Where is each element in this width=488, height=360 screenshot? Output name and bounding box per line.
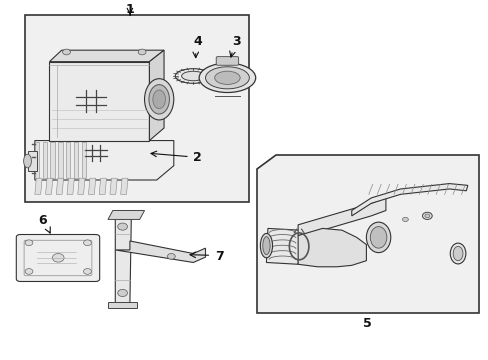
Polygon shape xyxy=(266,228,300,264)
Text: 5: 5 xyxy=(363,317,371,330)
Circle shape xyxy=(52,253,64,262)
Polygon shape xyxy=(351,184,467,216)
Circle shape xyxy=(83,269,91,274)
Polygon shape xyxy=(50,142,55,178)
Polygon shape xyxy=(35,142,39,178)
Polygon shape xyxy=(49,50,163,62)
Text: 6: 6 xyxy=(38,214,46,227)
Text: 7: 7 xyxy=(215,249,224,262)
Ellipse shape xyxy=(449,243,465,264)
Circle shape xyxy=(402,217,407,222)
Text: 1: 1 xyxy=(125,3,134,16)
Polygon shape xyxy=(149,85,159,114)
Polygon shape xyxy=(115,214,131,304)
Polygon shape xyxy=(58,142,62,178)
Circle shape xyxy=(118,289,127,297)
Ellipse shape xyxy=(199,63,255,93)
Ellipse shape xyxy=(260,233,272,258)
Polygon shape xyxy=(115,241,205,262)
Circle shape xyxy=(62,49,70,55)
Polygon shape xyxy=(149,50,163,140)
Bar xyxy=(25,15,249,202)
Circle shape xyxy=(422,212,431,220)
Polygon shape xyxy=(298,228,366,267)
Polygon shape xyxy=(35,178,42,194)
Polygon shape xyxy=(110,178,117,194)
Circle shape xyxy=(424,214,429,218)
Circle shape xyxy=(83,240,91,246)
Polygon shape xyxy=(108,211,144,220)
Circle shape xyxy=(167,253,175,259)
Polygon shape xyxy=(108,302,137,309)
Polygon shape xyxy=(49,62,149,140)
Polygon shape xyxy=(74,142,78,178)
Circle shape xyxy=(25,269,33,274)
Polygon shape xyxy=(99,178,106,194)
Ellipse shape xyxy=(366,222,390,253)
Ellipse shape xyxy=(23,154,31,168)
Polygon shape xyxy=(27,151,37,171)
Circle shape xyxy=(138,49,146,55)
Ellipse shape xyxy=(205,67,249,89)
Text: 4: 4 xyxy=(193,35,202,48)
Ellipse shape xyxy=(369,226,386,248)
FancyBboxPatch shape xyxy=(16,234,100,282)
Polygon shape xyxy=(256,155,478,313)
Polygon shape xyxy=(67,178,74,194)
Ellipse shape xyxy=(149,85,169,114)
Polygon shape xyxy=(88,178,96,194)
Polygon shape xyxy=(42,142,47,178)
Text: 3: 3 xyxy=(231,35,240,48)
Polygon shape xyxy=(56,178,63,194)
Polygon shape xyxy=(78,178,85,194)
Ellipse shape xyxy=(214,71,240,84)
Ellipse shape xyxy=(144,79,173,120)
Ellipse shape xyxy=(181,71,204,81)
Polygon shape xyxy=(121,178,128,194)
Polygon shape xyxy=(66,142,70,178)
Polygon shape xyxy=(81,142,86,178)
FancyBboxPatch shape xyxy=(216,57,238,65)
Circle shape xyxy=(118,223,127,230)
Polygon shape xyxy=(298,198,385,235)
Polygon shape xyxy=(35,140,173,180)
Ellipse shape xyxy=(262,237,269,255)
Polygon shape xyxy=(45,178,53,194)
Ellipse shape xyxy=(452,246,462,261)
Ellipse shape xyxy=(153,90,165,109)
Circle shape xyxy=(25,240,33,246)
Text: 2: 2 xyxy=(193,151,202,164)
